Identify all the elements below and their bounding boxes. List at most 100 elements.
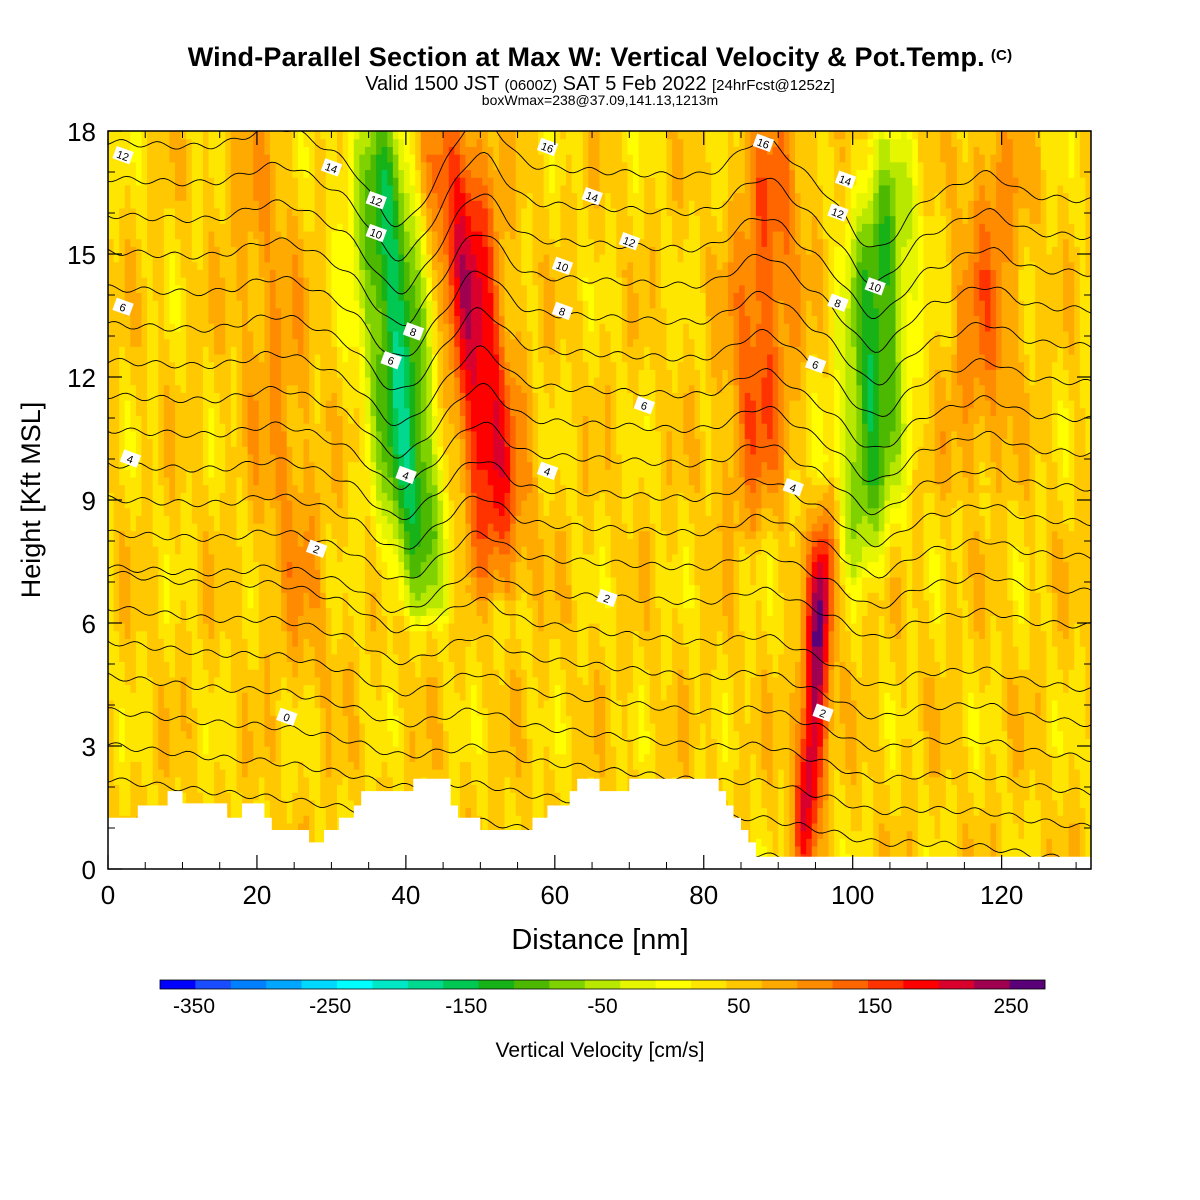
w-cell bbox=[269, 746, 277, 755]
w-cell bbox=[979, 822, 986, 832]
w-cell bbox=[588, 738, 595, 747]
w-cell bbox=[1023, 784, 1031, 793]
w-cell bbox=[839, 830, 846, 839]
w-cell bbox=[621, 684, 629, 693]
w-cell bbox=[850, 692, 858, 701]
w-cell bbox=[454, 738, 461, 747]
w-cell bbox=[108, 722, 115, 732]
w-cell bbox=[599, 676, 606, 686]
w-cell bbox=[1068, 776, 1075, 786]
w-cell bbox=[325, 715, 333, 724]
w-cell bbox=[1012, 746, 1019, 755]
w-cell bbox=[526, 822, 534, 832]
w-cell bbox=[895, 738, 902, 747]
w-cell bbox=[526, 807, 534, 816]
w-cell bbox=[649, 684, 656, 693]
w-cell bbox=[789, 676, 796, 686]
w-cell bbox=[359, 661, 366, 670]
w-cell bbox=[476, 799, 483, 809]
w-cell bbox=[783, 715, 790, 724]
w-cell bbox=[850, 784, 858, 793]
w-cell bbox=[348, 792, 355, 801]
w-cell bbox=[633, 715, 640, 724]
w-cell bbox=[996, 822, 1003, 832]
w-cell bbox=[644, 738, 651, 747]
w-cell bbox=[1023, 661, 1031, 670]
w-cell bbox=[286, 699, 293, 709]
w-cell bbox=[956, 830, 964, 839]
w-cell bbox=[135, 776, 143, 786]
w-cell bbox=[108, 761, 115, 770]
w-cell bbox=[973, 699, 980, 709]
w-cell bbox=[873, 815, 880, 824]
w-cell bbox=[956, 653, 964, 663]
w-cell bbox=[778, 822, 785, 832]
w-cell bbox=[761, 722, 768, 732]
w-cell bbox=[716, 699, 723, 709]
w-cell bbox=[783, 722, 790, 732]
w-cell bbox=[1046, 684, 1053, 693]
w-cell bbox=[331, 738, 338, 747]
w-cell bbox=[515, 661, 522, 670]
w-cell bbox=[672, 661, 679, 670]
w-cell bbox=[1046, 738, 1053, 747]
w-cell bbox=[856, 699, 863, 709]
w-cell bbox=[180, 669, 187, 678]
w-cell bbox=[934, 722, 941, 732]
w-cell bbox=[856, 822, 863, 832]
w-cell bbox=[968, 730, 975, 739]
w-cell bbox=[627, 746, 634, 755]
w-cell bbox=[510, 769, 517, 778]
w-cell bbox=[1057, 822, 1064, 832]
w-cell bbox=[130, 746, 137, 755]
w-cell bbox=[336, 784, 344, 793]
w-cell bbox=[526, 792, 534, 801]
w-cell bbox=[783, 845, 790, 855]
w-cell bbox=[672, 707, 679, 716]
w-cell bbox=[130, 730, 137, 739]
w-cell bbox=[621, 692, 629, 701]
w-cell bbox=[515, 807, 522, 816]
w-cell bbox=[727, 784, 735, 793]
w-cell bbox=[593, 661, 601, 670]
w-cell bbox=[951, 738, 958, 747]
w-cell bbox=[962, 830, 969, 839]
w-cell bbox=[722, 738, 729, 747]
w-cell bbox=[951, 653, 958, 663]
w-cell bbox=[1040, 822, 1047, 832]
w-cell bbox=[426, 707, 433, 716]
w-cell bbox=[515, 707, 522, 716]
w-cell bbox=[158, 776, 165, 786]
w-cell bbox=[493, 815, 500, 824]
w-cell bbox=[225, 807, 232, 816]
w-cell bbox=[1012, 822, 1019, 832]
w-cell bbox=[767, 799, 774, 809]
w-cell bbox=[152, 707, 159, 716]
w-cell bbox=[940, 761, 947, 770]
w-cell bbox=[331, 715, 338, 724]
w-cell bbox=[515, 692, 522, 701]
w-cell bbox=[929, 661, 936, 670]
w-cell bbox=[141, 769, 148, 778]
w-cell bbox=[895, 753, 902, 762]
w-cell bbox=[297, 769, 305, 778]
w-cell bbox=[1035, 692, 1042, 701]
w-cell bbox=[342, 676, 349, 686]
w-cell bbox=[778, 661, 785, 670]
w-cell bbox=[811, 792, 818, 801]
w-cell bbox=[292, 738, 299, 747]
w-cell bbox=[873, 722, 880, 732]
w-cell bbox=[633, 707, 640, 716]
w-cell bbox=[437, 753, 444, 762]
w-cell bbox=[917, 738, 925, 747]
w-cell bbox=[1012, 830, 1019, 839]
w-cell bbox=[834, 830, 841, 839]
w-cell bbox=[342, 699, 349, 709]
w-cell bbox=[873, 845, 880, 855]
w-cell bbox=[487, 761, 494, 770]
w-cell bbox=[1074, 699, 1081, 709]
w-cell bbox=[258, 730, 265, 739]
w-cell bbox=[716, 661, 723, 670]
w-cell bbox=[593, 669, 601, 678]
w-cell bbox=[515, 722, 522, 732]
